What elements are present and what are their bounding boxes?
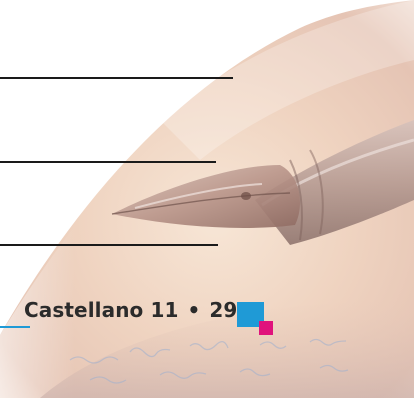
footer-subject: Castellano 11 [24, 298, 179, 322]
page-number: 29 [209, 298, 238, 322]
page-footer: Castellano 11 • 29 [24, 298, 237, 322]
footer-separator: • [187, 298, 201, 322]
blank-writing-line-1 [0, 77, 233, 79]
blank-writing-line-2 [0, 161, 216, 163]
footer-accent-line [0, 326, 30, 328]
page-number-magenta-square [259, 321, 273, 335]
blank-writing-line-3 [0, 244, 218, 246]
